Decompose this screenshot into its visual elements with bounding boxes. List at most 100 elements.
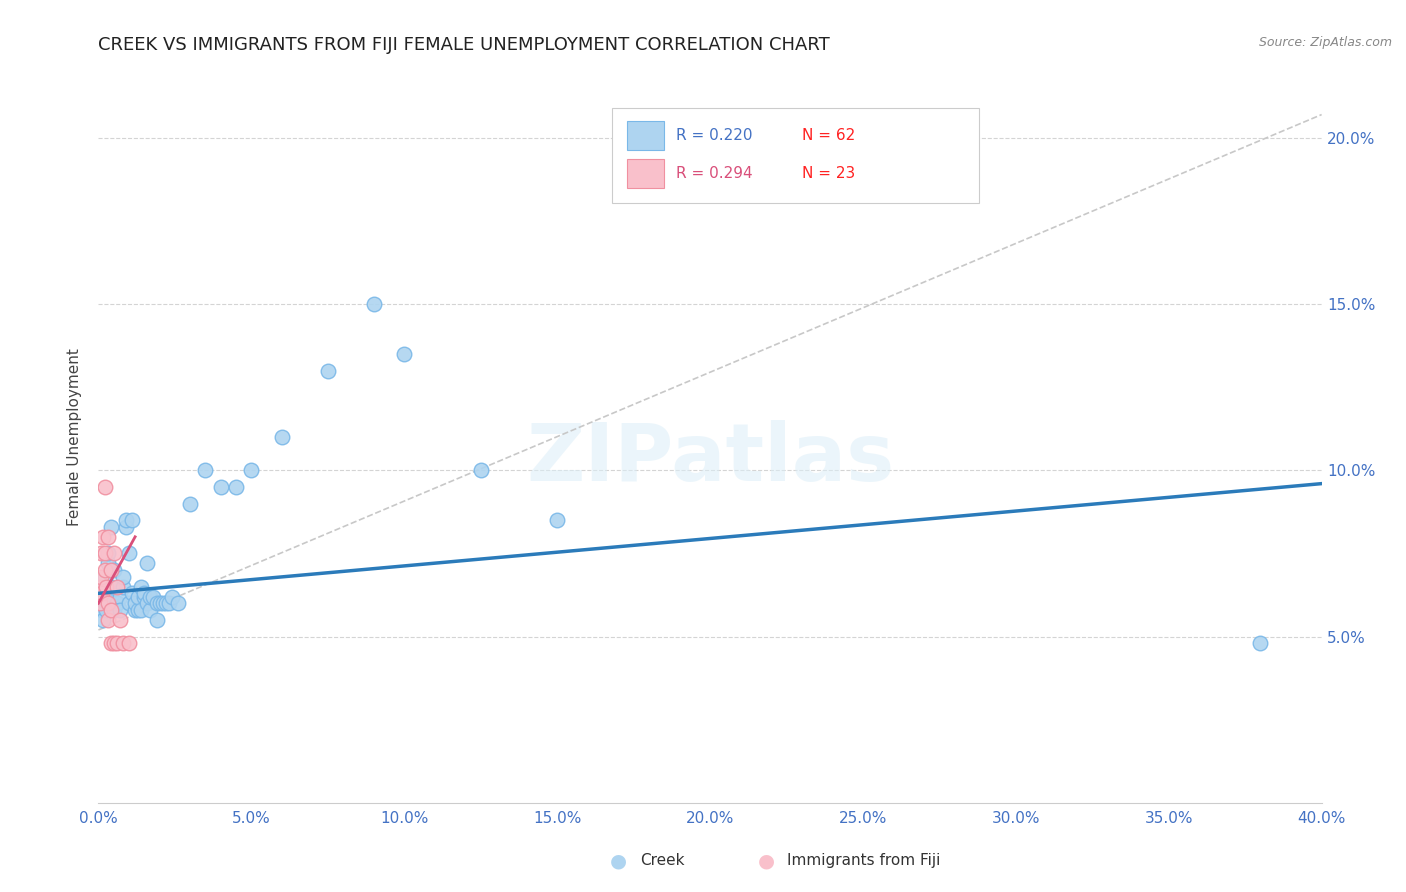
- Text: R = 0.294: R = 0.294: [676, 166, 752, 181]
- Point: [270, 430, 292, 444]
- Point: [546, 513, 568, 527]
- Point: [100, 563, 122, 577]
- Point: [160, 590, 183, 604]
- Point: [470, 463, 492, 477]
- Point: [90, 586, 112, 600]
- Point: [91, 530, 114, 544]
- Point: [97, 586, 120, 600]
- Point: [97, 596, 120, 610]
- Point: [145, 596, 167, 610]
- Point: [103, 546, 125, 560]
- Point: [142, 590, 165, 604]
- Point: [108, 613, 131, 627]
- Point: [91, 603, 114, 617]
- Point: [145, 613, 167, 627]
- Point: [124, 603, 146, 617]
- Point: [392, 347, 416, 361]
- Point: [115, 520, 138, 534]
- Point: [108, 603, 131, 617]
- Point: [129, 603, 152, 617]
- FancyBboxPatch shape: [627, 121, 664, 151]
- Point: [134, 590, 156, 604]
- Point: [127, 603, 149, 617]
- Point: [152, 596, 174, 610]
- Point: [149, 596, 172, 610]
- Point: [97, 613, 120, 627]
- Point: [194, 463, 217, 477]
- Point: [93, 563, 115, 577]
- Point: [94, 570, 117, 584]
- Point: [103, 603, 125, 617]
- Point: [90, 596, 112, 610]
- Point: [105, 636, 128, 650]
- Point: [134, 586, 156, 600]
- Point: [136, 557, 159, 571]
- Point: [94, 603, 117, 617]
- Point: [118, 546, 141, 560]
- Point: [98, 596, 121, 610]
- Point: [139, 603, 162, 617]
- Point: [89, 596, 111, 610]
- Point: [91, 613, 114, 627]
- Point: [105, 580, 128, 594]
- Point: [93, 596, 115, 610]
- Point: [93, 480, 115, 494]
- Point: [100, 590, 122, 604]
- Text: N = 62: N = 62: [801, 128, 855, 144]
- Point: [111, 570, 134, 584]
- Point: [97, 557, 120, 571]
- Point: [118, 636, 141, 650]
- Point: [105, 596, 128, 610]
- Point: [127, 590, 149, 604]
- Point: [124, 596, 146, 610]
- Point: [121, 513, 143, 527]
- Point: [136, 596, 159, 610]
- Point: [97, 530, 120, 544]
- Point: [105, 596, 128, 610]
- Point: [90, 546, 112, 560]
- Point: [100, 603, 122, 617]
- FancyBboxPatch shape: [627, 159, 664, 188]
- Point: [111, 580, 134, 594]
- Point: [101, 580, 124, 594]
- Point: [91, 586, 114, 600]
- Text: ●: ●: [758, 851, 775, 871]
- Text: R = 0.220: R = 0.220: [676, 128, 752, 144]
- Point: [363, 297, 385, 311]
- Point: [100, 636, 122, 650]
- Point: [129, 580, 152, 594]
- Point: [103, 563, 125, 577]
- Text: ●: ●: [610, 851, 627, 871]
- Point: [118, 596, 141, 610]
- Point: [316, 363, 339, 377]
- Point: [93, 580, 115, 594]
- Point: [157, 596, 180, 610]
- Text: Immigrants from Fiji: Immigrants from Fiji: [787, 854, 941, 868]
- Text: Source: ZipAtlas.com: Source: ZipAtlas.com: [1258, 36, 1392, 49]
- Point: [94, 580, 117, 594]
- Point: [90, 570, 112, 584]
- Point: [225, 480, 247, 494]
- Point: [167, 596, 190, 610]
- Point: [93, 546, 115, 560]
- Point: [90, 580, 112, 594]
- Text: Creek: Creek: [640, 854, 685, 868]
- Point: [103, 636, 125, 650]
- Text: CREEK VS IMMIGRANTS FROM FIJI FEMALE UNEMPLOYMENT CORRELATION CHART: CREEK VS IMMIGRANTS FROM FIJI FEMALE UNE…: [98, 36, 830, 54]
- Text: N = 23: N = 23: [801, 166, 855, 181]
- Point: [240, 463, 263, 477]
- Point: [155, 596, 177, 610]
- Text: ZIPatlas: ZIPatlas: [526, 420, 894, 498]
- Point: [111, 636, 134, 650]
- Point: [100, 520, 122, 534]
- Point: [1249, 636, 1271, 650]
- Point: [179, 497, 201, 511]
- Point: [209, 480, 232, 494]
- Point: [115, 513, 138, 527]
- Point: [121, 586, 143, 600]
- Point: [97, 546, 120, 560]
- Point: [139, 590, 162, 604]
- Point: [108, 590, 131, 604]
- FancyBboxPatch shape: [612, 108, 979, 203]
- Y-axis label: Female Unemployment: Female Unemployment: [67, 348, 83, 526]
